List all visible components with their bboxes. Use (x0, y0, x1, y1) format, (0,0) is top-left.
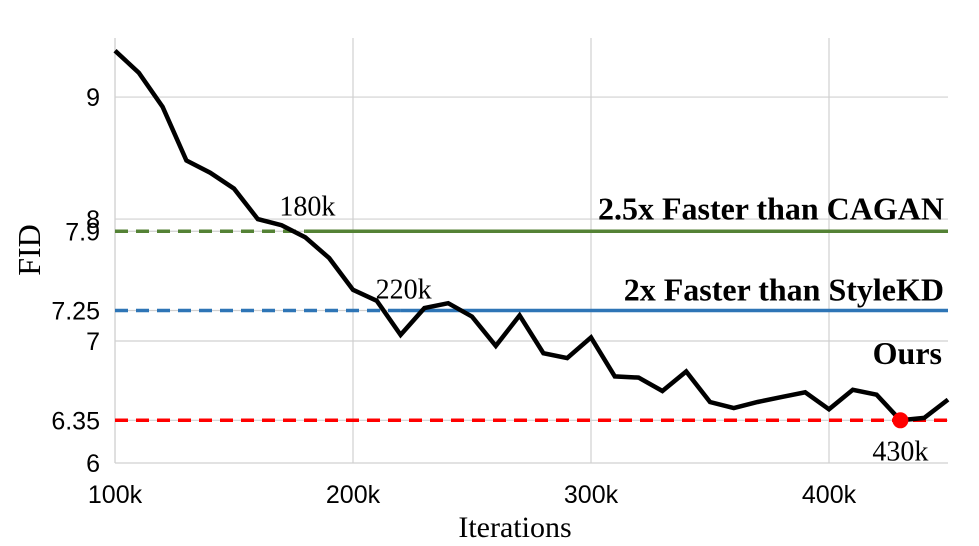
y-tick-label: 7.25 (51, 298, 100, 326)
highlight-point (892, 412, 909, 429)
x-axis-label: Iterations (458, 511, 571, 544)
reference-lines (115, 229, 948, 423)
y-tick-label: 7.9 (65, 218, 100, 246)
grid-lines (114, 38, 948, 464)
y-axis-label: FID (11, 224, 47, 276)
y-tick-label: 8 (86, 206, 100, 234)
y-tick-labels: 9 87.9 7.257 6.35 6 (51, 84, 100, 478)
speedup-label: 2x Faster than StyleKD (624, 272, 944, 308)
crossing-label: 180k (279, 191, 335, 222)
series-annotation: Ours (873, 335, 942, 371)
annotations: 180k 2.5x Faster than CAGAN 220k 2x Faster … (279, 190, 944, 467)
y-tick-label: 7 (86, 328, 100, 356)
y-tick-label: 9 (86, 84, 100, 112)
crossing-label: 220k (376, 275, 432, 306)
series-line-ours (113, 49, 950, 423)
speedup-label: 2.5x Faster than CAGAN (598, 190, 944, 226)
x-tick-label: 200k (326, 481, 381, 509)
x-tick-label: 100k (88, 481, 143, 509)
x-tick-labels: 100k 200k 300k 400k (88, 481, 857, 509)
series-layer (113, 49, 950, 429)
y-tick-label: 6.35 (51, 407, 100, 435)
y-tick-label: 6 (86, 450, 100, 478)
crossing-label: 430k (872, 436, 928, 467)
x-tick-label: 400k (802, 481, 857, 509)
x-tick-label: 300k (564, 481, 619, 509)
